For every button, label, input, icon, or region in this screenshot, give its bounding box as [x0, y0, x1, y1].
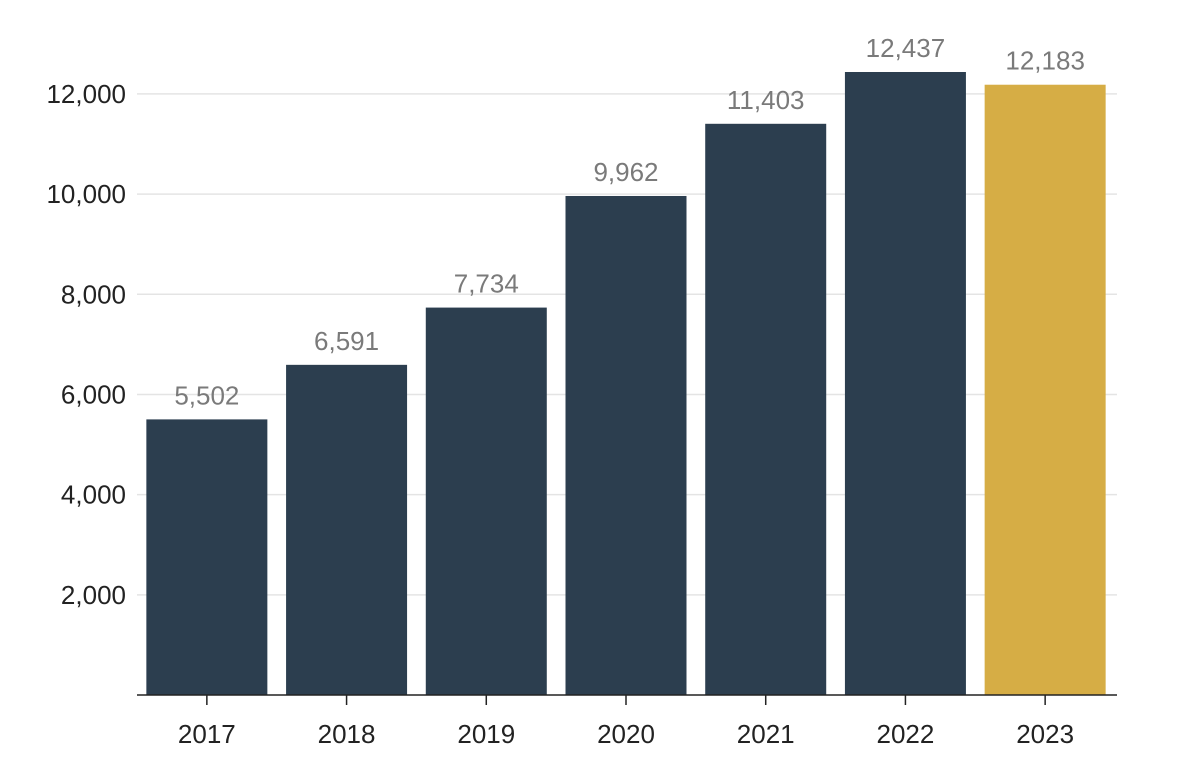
x-tick-label-2020: 2020	[597, 719, 655, 749]
y-tick-label: 8,000	[61, 279, 126, 309]
x-tick-label-2021: 2021	[737, 719, 795, 749]
y-axis-ticks: 2,000 4,000 6,000 8,000 10,000 12,000	[46, 79, 126, 610]
value-label-2019: 7,734	[454, 269, 519, 299]
y-tick-label: 6,000	[61, 379, 126, 409]
bar-2019	[425, 307, 547, 695]
x-axis: 2017 2018 2019 2020 2021 2022 2023	[137, 694, 1117, 749]
x-tick-label-2023: 2023	[1016, 719, 1074, 749]
y-tick-label: 4,000	[61, 480, 126, 510]
bar-2017	[146, 419, 268, 695]
value-label-2020: 9,962	[593, 157, 658, 187]
value-labels: 5,502 6,591 7,734 9,962 11,403 12,437 12,183	[174, 33, 1085, 410]
bars	[146, 72, 1106, 696]
value-label-2022: 12,437	[866, 33, 946, 63]
x-tick-label-2022: 2022	[877, 719, 935, 749]
y-tick-label: 2,000	[61, 580, 126, 610]
bar-2018	[286, 364, 408, 695]
y-tick-label: 10,000	[46, 179, 126, 209]
x-tick-label-2019: 2019	[457, 719, 515, 749]
value-label-2018: 6,591	[314, 326, 379, 356]
value-label-2017: 5,502	[174, 380, 239, 410]
y-tick-label: 12,000	[46, 79, 126, 109]
x-tick-label-2018: 2018	[318, 719, 376, 749]
x-tick-label-2017: 2017	[178, 719, 236, 749]
value-label-2023: 12,183	[1005, 46, 1085, 76]
bar-2023	[984, 84, 1106, 695]
bar-2022	[844, 72, 966, 695]
value-label-2021: 11,403	[727, 85, 805, 115]
bar-2020	[565, 195, 687, 695]
bar-2021	[705, 123, 827, 696]
